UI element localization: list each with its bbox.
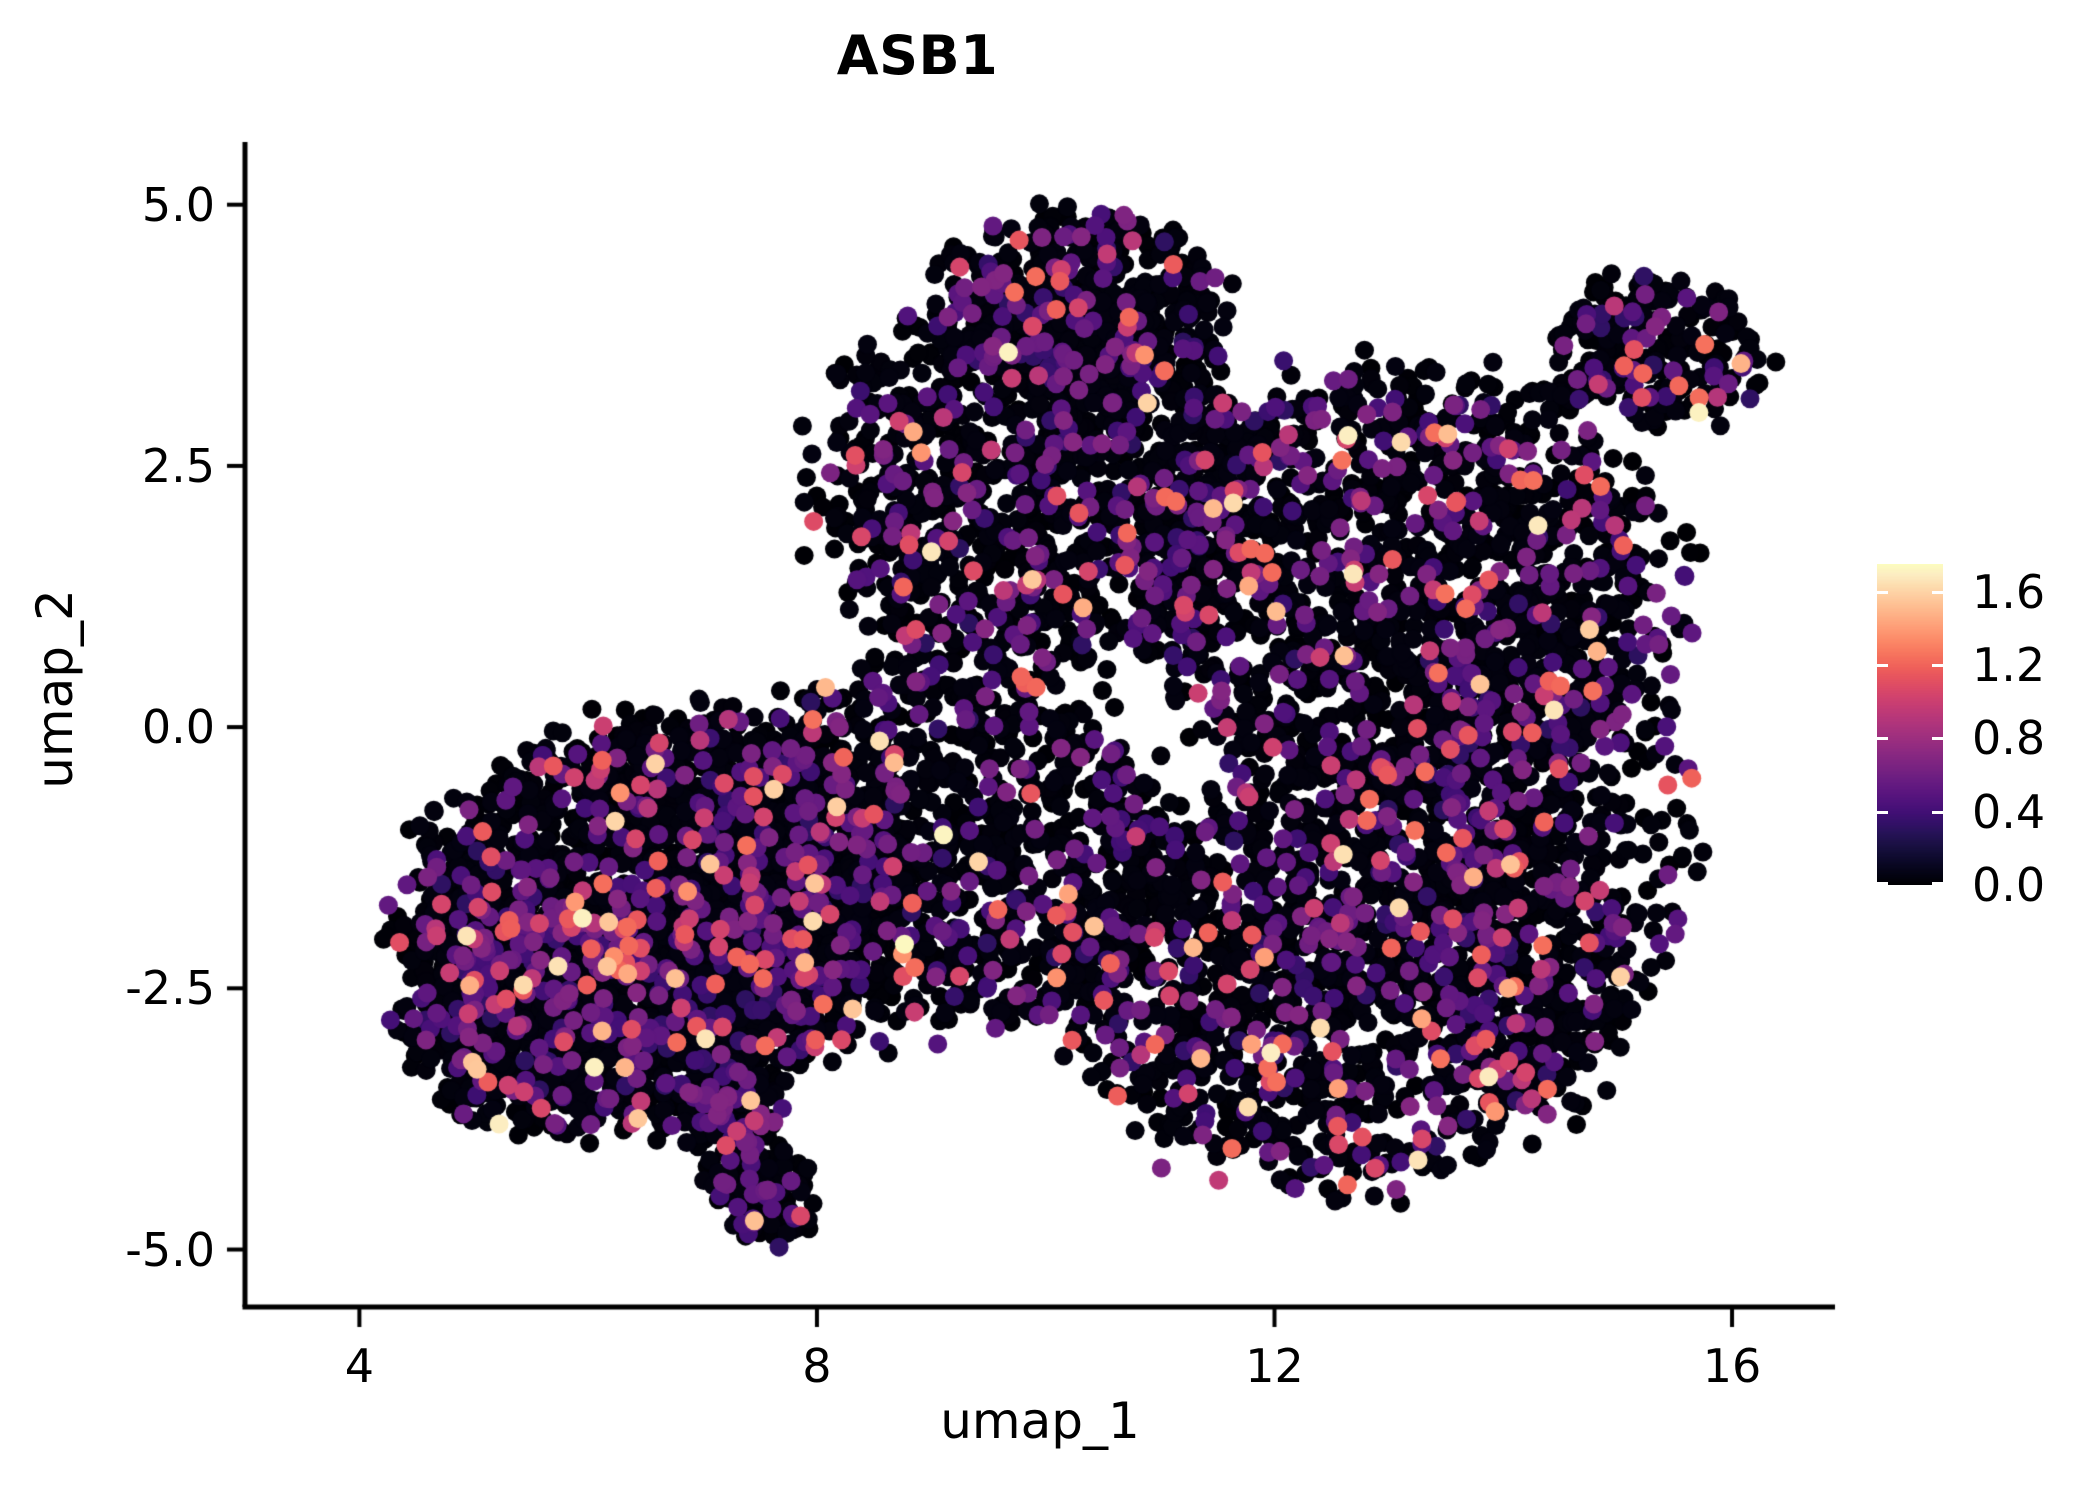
y-tick-label: 5.0 <box>141 177 215 232</box>
colorbar-tick-mark <box>1932 663 1943 667</box>
x-tick-label: 8 <box>802 1339 832 1393</box>
colorbar-tick-mark <box>1877 590 1888 594</box>
colorbar-tick-label: 0.8 <box>1972 711 2046 766</box>
colorbar-tick-label: 1.6 <box>1972 564 2046 619</box>
colorbar-tick-label: 0.4 <box>1972 784 2046 839</box>
colorbar-tick-label: 1.2 <box>1972 637 2046 692</box>
colorbar-tick-mark <box>1877 737 1888 741</box>
colorbar-gradient <box>1877 564 1943 885</box>
colorbar-tick-mark <box>1932 810 1943 814</box>
y-tick-label: 0.0 <box>141 700 215 755</box>
x-axis-label: umap_1 <box>940 1392 1140 1450</box>
colorbar-tick-mark <box>1877 663 1888 667</box>
colorbar-tick-mark <box>1877 810 1888 814</box>
y-tick-label: -2.5 <box>125 961 215 1016</box>
colorbar-tick-label: 0.0 <box>1972 858 2046 912</box>
colorbar-tick-mark <box>1932 882 1943 885</box>
x-tick-label: 4 <box>344 1339 375 1393</box>
x-tick-label: 16 <box>1702 1339 1762 1393</box>
colorbar-tick-mark <box>1932 590 1943 594</box>
y-tick-label: 2.5 <box>141 438 215 493</box>
colorbar-tick-mark <box>1877 882 1888 885</box>
y-tick-label: -5.0 <box>125 1222 215 1277</box>
y-axis-label: umap_2 <box>26 589 84 789</box>
x-tick-label: 12 <box>1245 1339 1304 1393</box>
colorbar <box>1877 564 1943 885</box>
colorbar-tick-mark <box>1932 737 1943 741</box>
